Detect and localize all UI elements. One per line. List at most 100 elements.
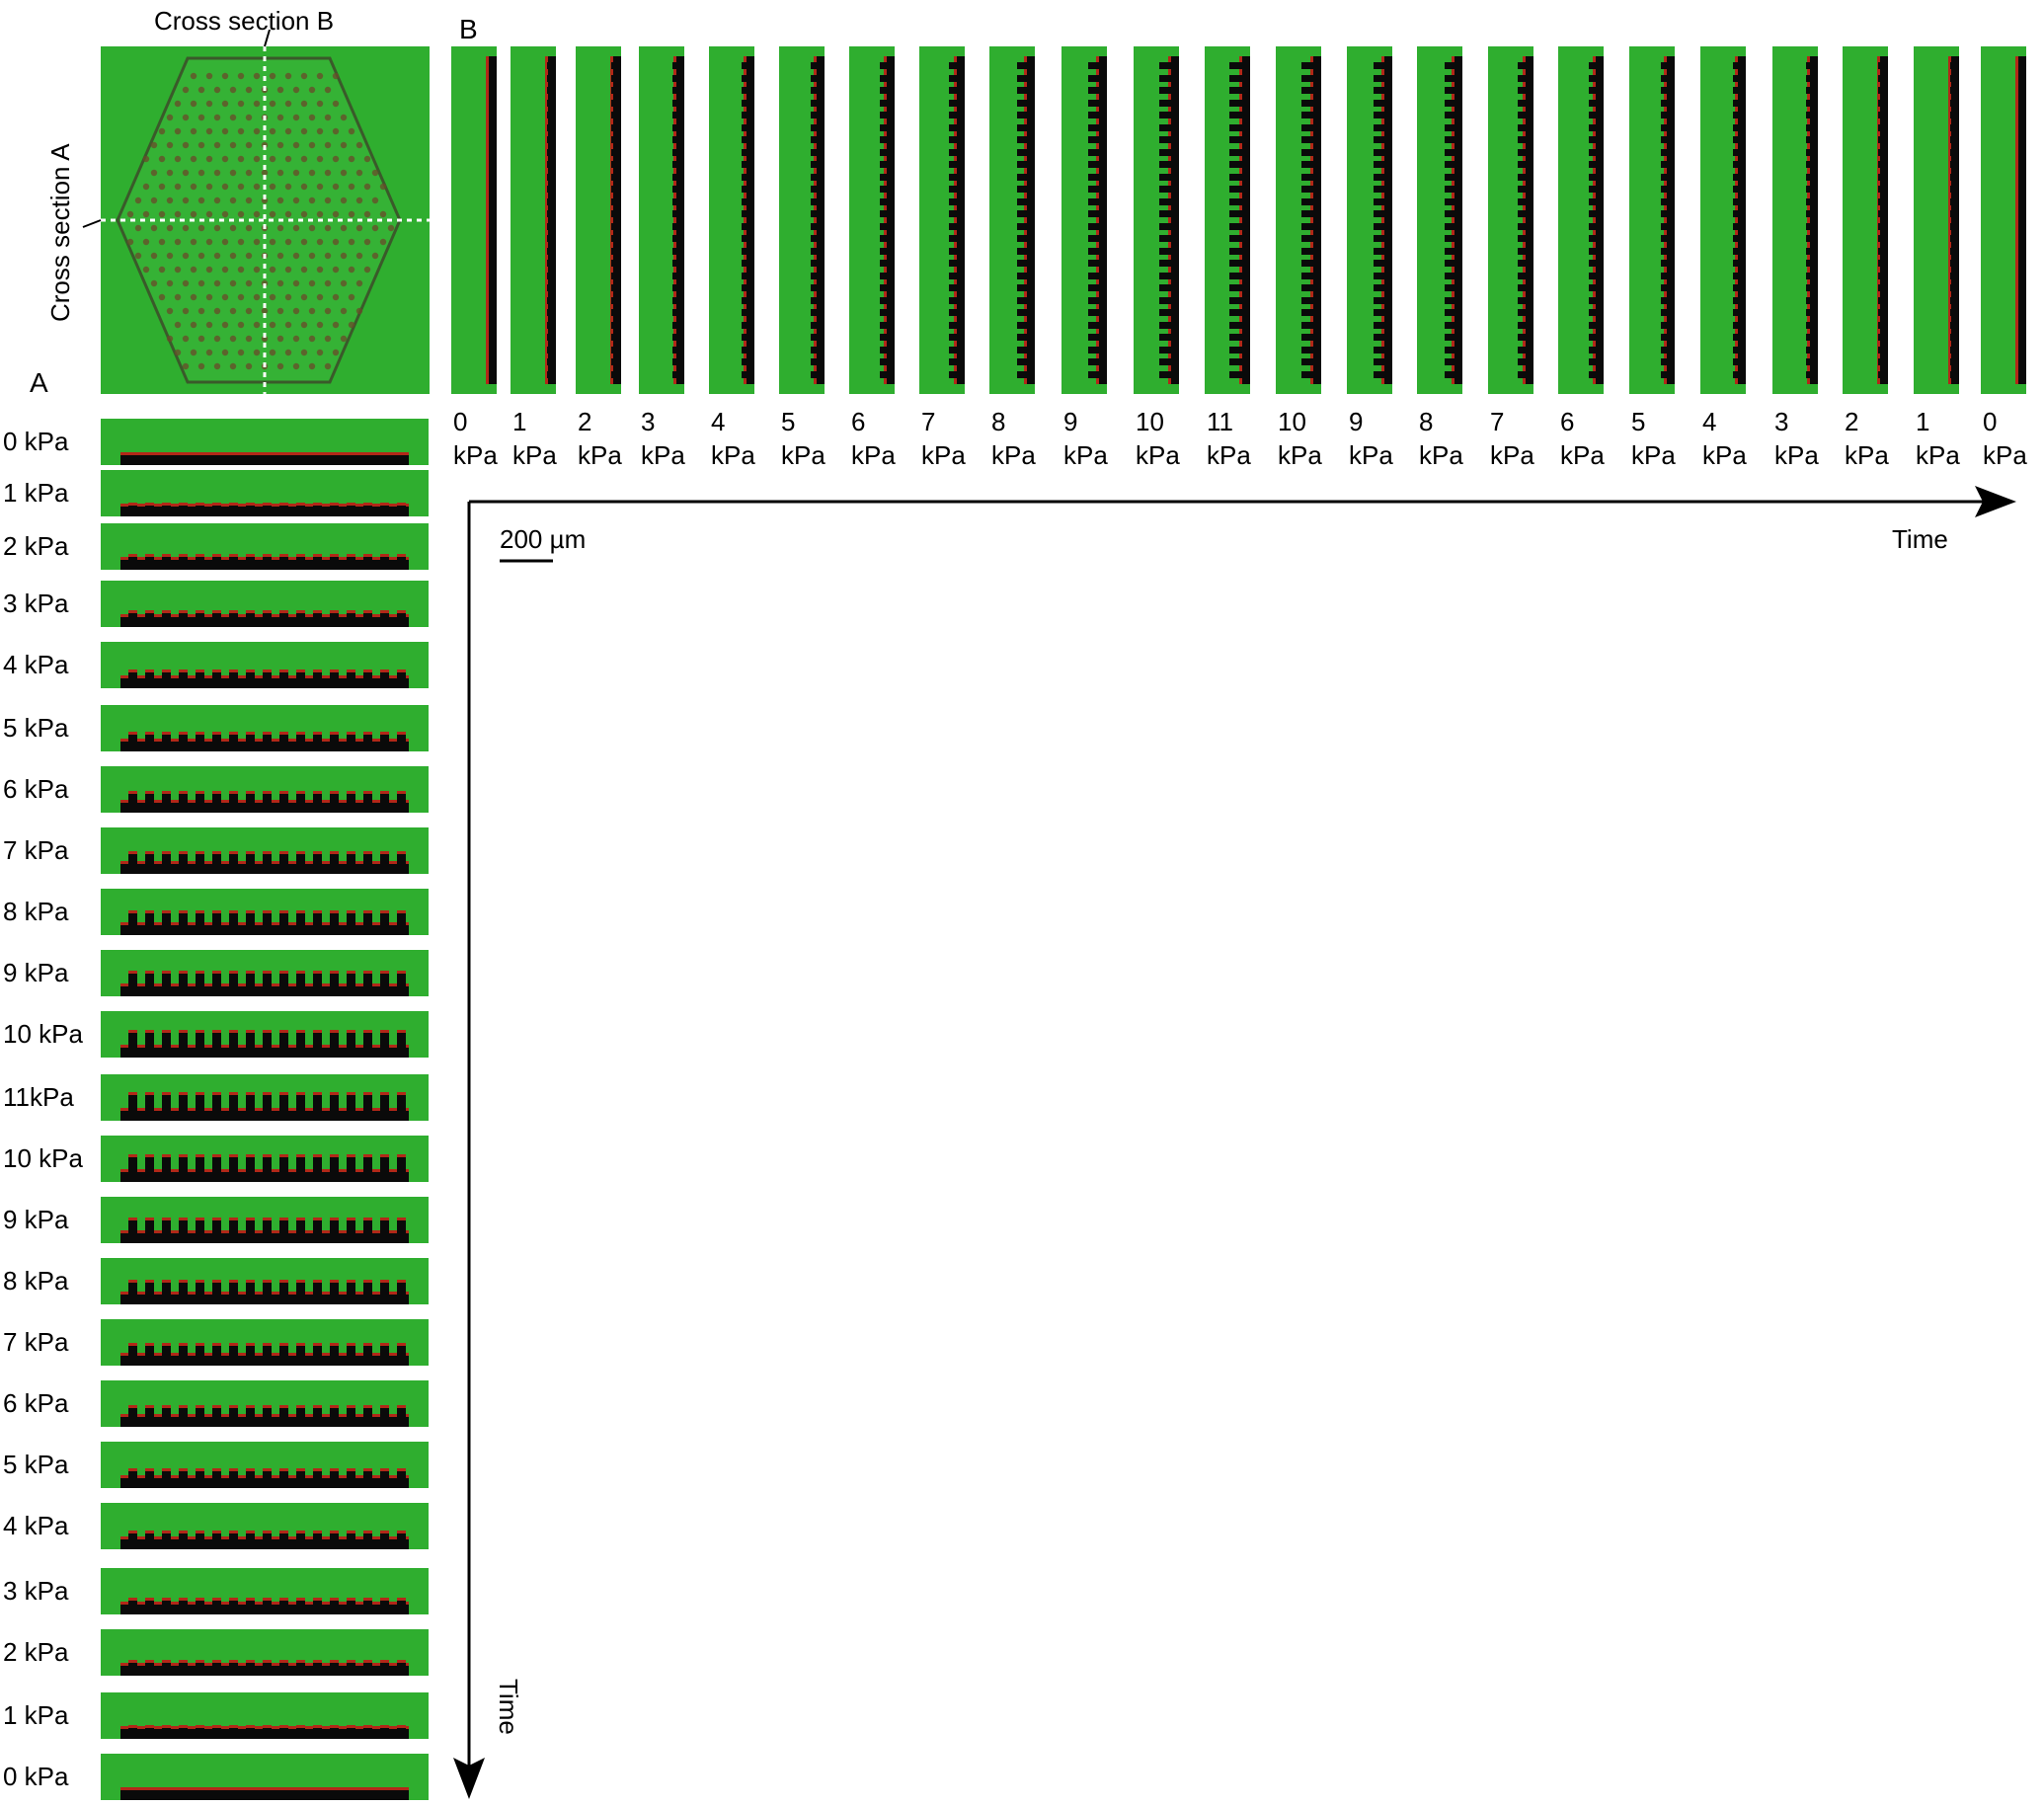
membrane-tip <box>296 452 305 455</box>
membrane-deflection <box>1517 173 1533 181</box>
membrane-deflection <box>145 1345 154 1366</box>
channel-void <box>1738 56 1746 384</box>
membrane-deflection <box>1806 309 1818 316</box>
pressure-label-b: 0 kPa <box>1983 405 2027 472</box>
membrane-deflection <box>879 284 895 291</box>
membrane-deflection <box>363 794 372 813</box>
pressure-unit: kPa <box>578 440 622 470</box>
membrane-deflection <box>2018 148 2026 156</box>
pattern-dot <box>245 362 253 370</box>
membrane-deflection <box>1877 99 1888 107</box>
pressure-value: 2 <box>1845 407 1859 436</box>
membrane-deflection <box>1661 222 1675 230</box>
membrane-deflection <box>1517 346 1533 354</box>
pattern-dot <box>213 279 221 287</box>
pressure-value: 4 <box>711 407 726 436</box>
membrane-deflection <box>1661 99 1675 107</box>
membrane-tip <box>179 1030 188 1033</box>
membrane-deflection <box>347 505 355 516</box>
membrane-tip <box>330 1597 339 1601</box>
membrane-deflection <box>1088 309 1107 316</box>
membrane-deflection <box>1445 136 1462 143</box>
membrane-tip <box>212 910 221 913</box>
membrane-deflection <box>380 1727 389 1739</box>
membrane-tip <box>263 1405 272 1408</box>
cross-section-b-strip <box>1981 46 2026 394</box>
cross-section-b-strip <box>1914 46 1959 394</box>
membrane-deflection <box>1017 136 1035 143</box>
membrane-tip <box>296 910 305 913</box>
pattern-dot <box>332 100 340 108</box>
membrane-deflection <box>879 186 895 193</box>
membrane-deflection <box>742 74 754 82</box>
membrane-deflection <box>162 1094 171 1121</box>
membrane-tip <box>313 731 322 735</box>
pressure-unit: kPa <box>1063 440 1108 470</box>
membrane-deflection <box>1877 272 1888 279</box>
pattern-dot <box>197 196 205 204</box>
membrane-tip <box>279 850 288 854</box>
leader-lines <box>82 30 271 228</box>
membrane-deflection <box>1088 321 1107 329</box>
membrane-deflection <box>672 370 684 378</box>
membrane-tip <box>229 1405 238 1408</box>
membrane-tip <box>128 970 137 974</box>
membrane-deflection <box>279 1283 288 1304</box>
membrane-deflection <box>179 1345 188 1366</box>
membrane-line <box>1877 56 1880 384</box>
membrane-deflection <box>1949 74 1959 82</box>
membrane-tip <box>397 910 406 913</box>
membrane-tip <box>263 669 272 672</box>
pattern-dot <box>245 279 253 287</box>
membrane-line <box>1664 56 1667 384</box>
membrane-deflection <box>948 260 965 267</box>
membrane-deflection <box>1588 197 1604 205</box>
pressure-value: 10 <box>1278 407 1306 436</box>
membrane-tip <box>229 1660 238 1663</box>
membrane-tip <box>279 1217 288 1220</box>
membrane-deflection <box>1877 186 1888 193</box>
membrane-deflection <box>1661 370 1675 378</box>
pressure-unit: kPa <box>1916 440 1960 470</box>
membrane-tip <box>212 1597 221 1601</box>
pattern-dot <box>300 293 308 301</box>
membrane-deflection <box>610 136 621 143</box>
membrane-tip <box>162 1405 171 1408</box>
membrane-tip <box>179 502 188 506</box>
membrane-deflection <box>1517 235 1533 242</box>
membrane-tip <box>128 669 137 672</box>
membrane-deflection <box>246 973 255 996</box>
membrane-deflection <box>145 1157 154 1182</box>
pattern-dot <box>316 266 324 274</box>
membrane-tip <box>246 850 255 854</box>
membrane-deflection <box>1661 260 1675 267</box>
pattern-dot <box>182 141 190 149</box>
pattern-dot <box>324 252 332 260</box>
membrane-deflection <box>1159 247 1179 255</box>
pattern-dot <box>276 86 284 94</box>
membrane-tip <box>229 1342 238 1346</box>
cross-section-a-strip <box>101 950 429 996</box>
cross-section-a-strip <box>101 419 429 465</box>
membrane-deflection <box>546 358 556 365</box>
membrane-deflection <box>2018 197 2026 205</box>
membrane-deflection <box>1301 370 1321 378</box>
membrane-tip <box>162 1217 171 1220</box>
membrane-tip <box>380 731 389 735</box>
membrane-deflection <box>2018 272 2026 279</box>
membrane-tip <box>128 1217 137 1220</box>
membrane-tip <box>145 669 154 672</box>
membrane-deflection <box>672 296 684 304</box>
membrane-tip <box>279 1724 288 1728</box>
membrane-tip <box>363 554 372 557</box>
membrane-deflection <box>212 1470 221 1488</box>
membrane-deflection <box>1733 370 1746 378</box>
membrane-tip <box>179 609 188 613</box>
membrane-tip <box>363 1154 372 1157</box>
membrane-deflection <box>1661 321 1675 329</box>
pattern-dot <box>276 279 284 287</box>
membrane-deflection <box>179 734 188 751</box>
pattern-dot <box>142 210 150 218</box>
membrane-deflection <box>363 1790 372 1800</box>
membrane-tip <box>263 910 272 913</box>
